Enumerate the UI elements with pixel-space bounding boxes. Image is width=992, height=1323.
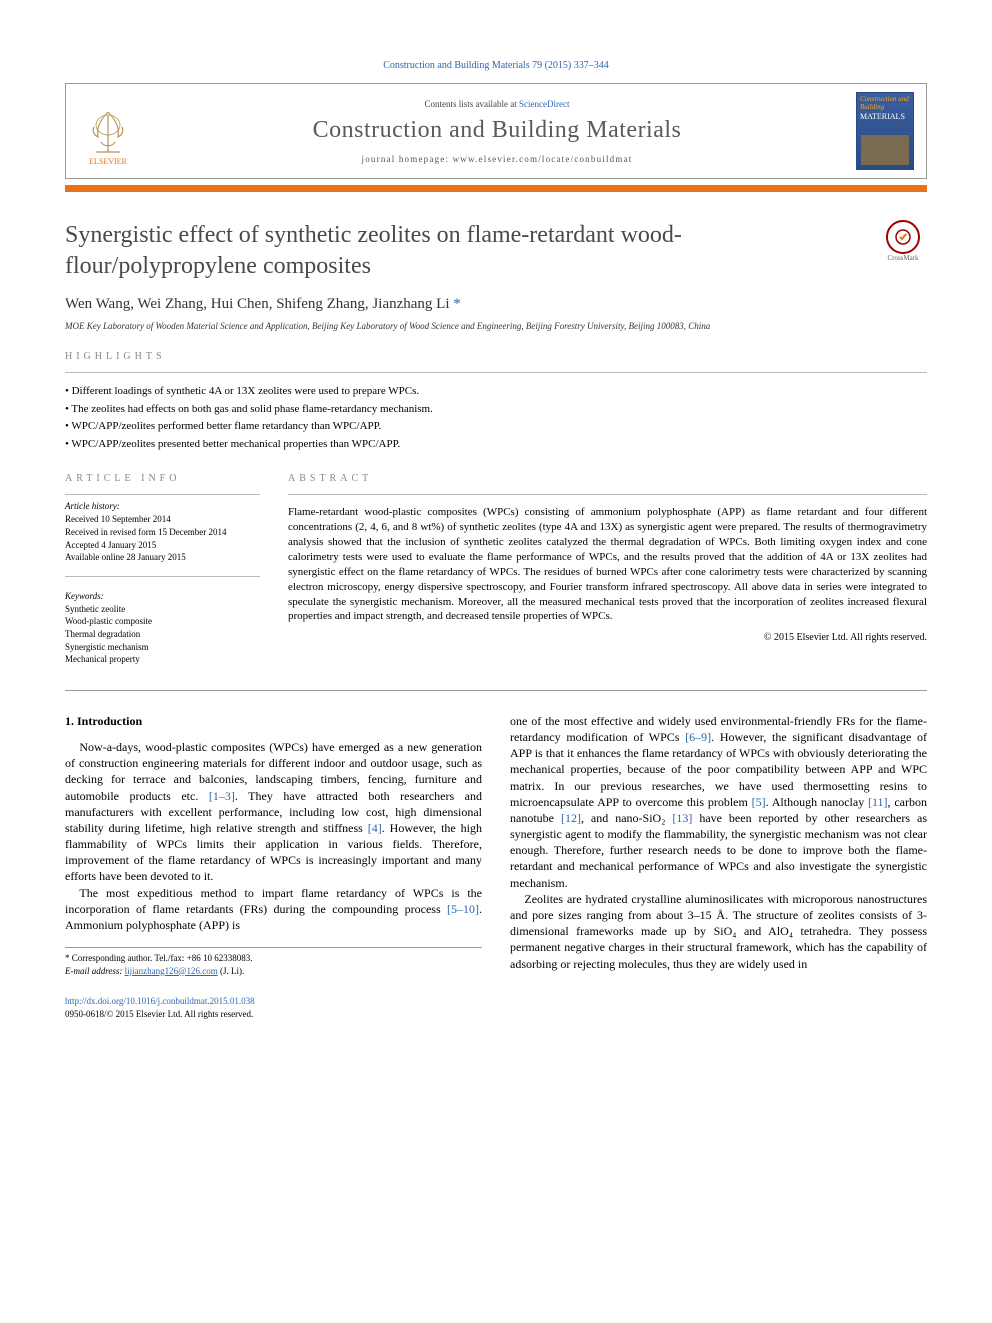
body-columns: 1. Introduction Now-a-days, wood-plastic… bbox=[65, 713, 927, 978]
highlight-item: The zeolites had effects on both gas and… bbox=[65, 401, 927, 419]
keyword: Synergistic mechanism bbox=[65, 641, 260, 654]
keyword: Wood-plastic composite bbox=[65, 615, 260, 628]
corresponding-footnote: * Corresponding author. Tel./fax: +86 10… bbox=[65, 952, 482, 965]
ref-link[interactable]: [11] bbox=[868, 795, 888, 809]
article-title: Synergistic effect of synthetic zeolites… bbox=[65, 220, 865, 282]
email-footnote: E-mail address: lijianzhang126@126.com (… bbox=[65, 965, 482, 978]
body-paragraph: The most expeditious method to impart fl… bbox=[65, 885, 482, 934]
journal-cover-thumb: Construction and Building MATERIALS bbox=[856, 92, 914, 170]
issn-line: 0950-0618/© 2015 Elsevier Ltd. All right… bbox=[65, 1009, 253, 1019]
abstract-label: abstract bbox=[288, 473, 927, 484]
ref-link[interactable]: [6–9] bbox=[685, 730, 711, 744]
body-divider bbox=[65, 690, 927, 691]
email-link[interactable]: lijianzhang126@126.com bbox=[125, 966, 218, 976]
copyright: © 2015 Elsevier Ltd. All rights reserved… bbox=[288, 632, 927, 643]
highlight-item: Different loadings of synthetic 4A or 13… bbox=[65, 383, 927, 401]
keyword: Synthetic zeolite bbox=[65, 603, 260, 616]
ref-link[interactable]: [12] bbox=[561, 811, 581, 825]
body-paragraph: Now-a-days, wood-plastic composites (WPC… bbox=[65, 739, 482, 885]
history-item: Received in revised form 15 December 201… bbox=[65, 526, 260, 539]
elsevier-logo: ELSEVIER bbox=[78, 96, 138, 166]
elsevier-tree-icon bbox=[86, 107, 131, 157]
ref-link[interactable]: [13] bbox=[672, 811, 692, 825]
body-paragraph: Zeolites are hydrated crystalline alumin… bbox=[510, 891, 927, 972]
history-item: Available online 28 January 2015 bbox=[65, 551, 260, 564]
highlight-item: WPC/APP/zeolites performed better flame … bbox=[65, 418, 927, 436]
ref-link[interactable]: [5–10] bbox=[447, 902, 479, 916]
history-item: Received 10 September 2014 bbox=[65, 513, 260, 526]
ref-link[interactable]: [4] bbox=[368, 821, 382, 835]
header-citation: Construction and Building Materials 79 (… bbox=[65, 60, 927, 71]
article-info-label: article info bbox=[65, 473, 260, 484]
homepage-line: journal homepage: www.elsevier.com/locat… bbox=[148, 154, 846, 164]
divider bbox=[65, 372, 927, 373]
abstract-column: abstract Flame-retardant wood-plastic co… bbox=[288, 473, 927, 665]
keyword: Mechanical property bbox=[65, 653, 260, 666]
masthead: ELSEVIER Contents lists available at Sci… bbox=[65, 83, 927, 179]
elsevier-label: ELSEVIER bbox=[89, 157, 127, 166]
abstract-text: Flame-retardant wood-plastic composites … bbox=[288, 505, 927, 624]
authors: Wen Wang, Wei Zhang, Hui Chen, Shifeng Z… bbox=[65, 296, 927, 313]
ref-link[interactable]: [5] bbox=[752, 795, 766, 809]
highlights-list: Different loadings of synthetic 4A or 13… bbox=[65, 383, 927, 453]
crossmark-badge[interactable]: CrossMark bbox=[879, 220, 927, 268]
journal-name: Construction and Building Materials bbox=[148, 117, 846, 144]
doi-link[interactable]: http://dx.doi.org/10.1016/j.conbuildmat.… bbox=[65, 996, 255, 1006]
affiliation: MOE Key Laboratory of Wooden Material Sc… bbox=[65, 321, 927, 333]
highlights-label: highlights bbox=[65, 351, 927, 362]
crossmark-icon bbox=[893, 227, 913, 247]
corresponding-marker: * bbox=[450, 296, 461, 312]
history-item: Accepted 4 January 2015 bbox=[65, 539, 260, 552]
keywords-label: Keywords: bbox=[65, 591, 260, 601]
intro-heading: 1. Introduction bbox=[65, 713, 482, 729]
contents-line: Contents lists available at ScienceDirec… bbox=[148, 99, 846, 109]
sciencedirect-link[interactable]: ScienceDirect bbox=[519, 99, 569, 109]
history-label: Article history: bbox=[65, 501, 260, 511]
orange-divider bbox=[65, 185, 927, 192]
ref-link[interactable]: [1–3] bbox=[209, 789, 235, 803]
article-info: article info Article history: Received 1… bbox=[65, 473, 260, 665]
footnote-block: * Corresponding author. Tel./fax: +86 10… bbox=[65, 947, 482, 977]
footer: http://dx.doi.org/10.1016/j.conbuildmat.… bbox=[65, 995, 927, 1020]
body-paragraph: one of the most effective and widely use… bbox=[510, 713, 927, 891]
highlight-item: WPC/APP/zeolites presented better mechan… bbox=[65, 436, 927, 454]
keyword: Thermal degradation bbox=[65, 628, 260, 641]
